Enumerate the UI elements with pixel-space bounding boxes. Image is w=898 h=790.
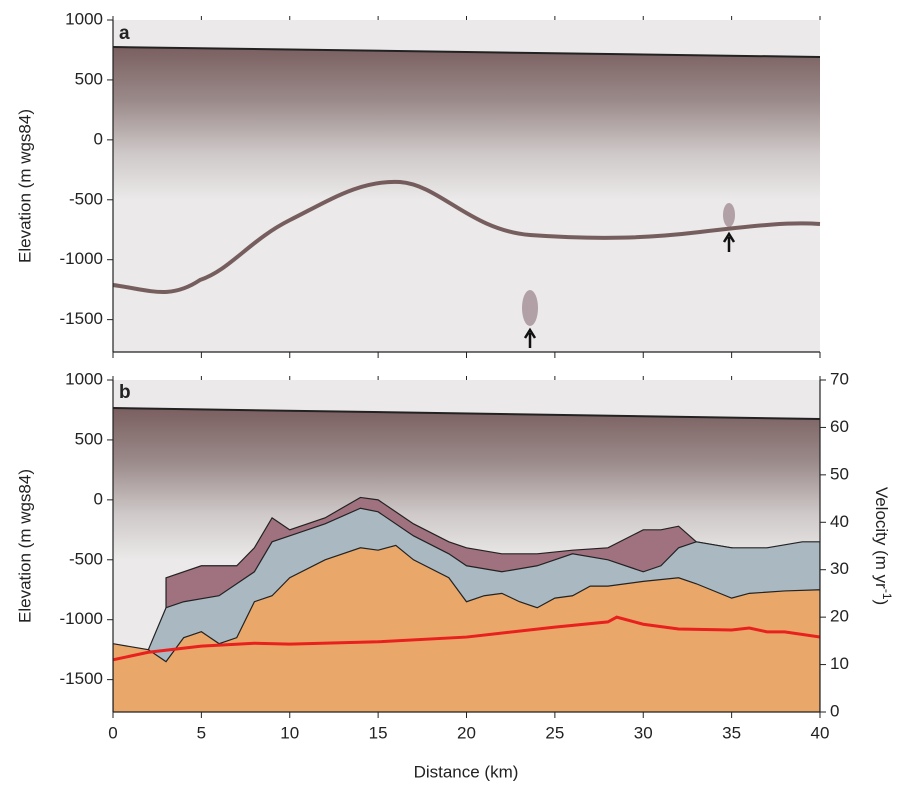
x-tick-label: 30 — [634, 723, 653, 742]
x-tick-label: 15 — [369, 723, 388, 742]
arrow — [523, 327, 537, 348]
x-tick-label: 40 — [811, 723, 830, 742]
arrow — [722, 231, 736, 252]
panel-label: b — [119, 382, 131, 403]
y-tick-label: 0 — [94, 129, 103, 148]
layer-area — [113, 544, 820, 712]
radar-artifact — [723, 203, 735, 227]
radar-surface — [112, 407, 821, 420]
radar-surface — [112, 46, 821, 58]
y-axis-title: Elevation (m wgs84) — [15, 469, 34, 623]
radar-ice — [113, 47, 820, 200]
y2-axis-title: Velocity (m yr-1) — [872, 487, 894, 605]
velocity-line — [113, 615, 820, 662]
radar-artifact — [522, 290, 538, 326]
x-tick-label: 10 — [280, 723, 299, 742]
x-tick-label: 0 — [108, 723, 117, 742]
y-tick-label: -500 — [69, 189, 103, 208]
x-axis-title: Distance (km) — [414, 762, 519, 781]
x-tick-label: 35 — [722, 723, 741, 742]
y2-title-sup: -1 — [880, 589, 894, 600]
panel-label: a — [119, 23, 130, 44]
y-tick-label: -1000 — [60, 249, 103, 268]
y2-tick-label: 10 — [830, 654, 849, 673]
x-tick-label: 25 — [545, 723, 564, 742]
y2-tick-label: 50 — [830, 464, 849, 483]
y-tick-label: -1500 — [60, 309, 103, 328]
y2-tick-label: 0 — [830, 701, 839, 720]
y2-tick-label: 20 — [830, 607, 849, 626]
y-tick-label: 500 — [75, 429, 103, 448]
y2-tick-label: 40 — [830, 512, 849, 531]
x-tick-label: 20 — [457, 723, 476, 742]
y2-tick-label: 70 — [830, 369, 849, 388]
y-tick-label: 500 — [75, 69, 103, 88]
y2-tick-label: 30 — [830, 559, 849, 578]
radar-bed-reflector — [112, 179, 821, 294]
y-axis-title: Elevation (m wgs84) — [15, 109, 34, 263]
layer-group — [113, 496, 820, 712]
y2-title-text: Velocity (m yr — [872, 487, 891, 589]
y-tick-label: 0 — [94, 489, 103, 508]
y-tick-label: 1000 — [65, 369, 103, 388]
y2-tick-label: 60 — [830, 417, 849, 436]
x-tick-label: 5 — [197, 723, 206, 742]
y-tick-label: -1000 — [60, 609, 103, 628]
radar-ice — [113, 408, 820, 560]
y-tick-label: -1500 — [60, 669, 103, 688]
y2-title-end: ) — [872, 600, 891, 606]
y-tick-label: -500 — [69, 549, 103, 568]
y-tick-label: 1000 — [65, 9, 103, 28]
